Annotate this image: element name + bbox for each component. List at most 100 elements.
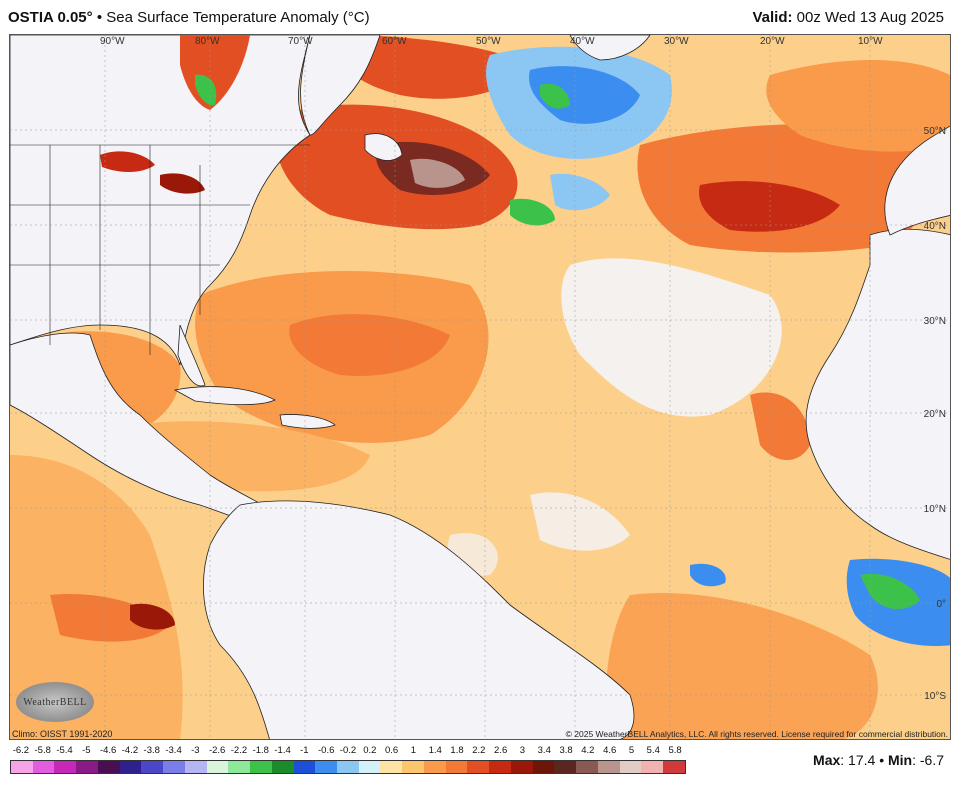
header-bar: OSTIA 0.05° • Sea Surface Temperature An… — [0, 0, 960, 34]
legend-swatch — [554, 761, 577, 773]
legend-swatch — [76, 761, 98, 773]
legend-swatch — [293, 761, 316, 773]
legend-swatch — [489, 761, 511, 773]
lat-label: 20°N — [923, 409, 946, 420]
legend-tick-label: 5.4 — [646, 745, 660, 756]
model-name: OSTIA 0.05° — [8, 8, 93, 26]
lon-label: 40°W — [570, 36, 595, 47]
legend-swatch — [206, 761, 229, 773]
legend-swatch — [250, 761, 272, 773]
legend-swatch — [358, 761, 381, 773]
legend-swatch — [445, 761, 468, 773]
legend-swatch — [380, 761, 403, 773]
color-legend: -6.2 -5.8 -5.4 -5 -4.6 -4.2 -3.8 -3.4 -3 -2.6 -2.2… — [10, 745, 690, 781]
legend-tick-label: -6.2 — [12, 745, 30, 756]
legend-tick-label: 5.8 — [668, 745, 682, 756]
legend-swatch — [184, 761, 207, 773]
lon-label: 70°W — [288, 36, 313, 47]
legend-tick-label: 2.2 — [472, 745, 486, 756]
lon-label: 60°W — [382, 36, 407, 47]
legend-swatch — [54, 761, 77, 773]
legend-swatch — [619, 761, 642, 773]
legend-swatch — [402, 761, 424, 773]
lat-label: 40°N — [923, 221, 946, 232]
legend-colorbar — [10, 760, 686, 774]
lon-label: 20°W — [760, 36, 785, 47]
legend-tick-label: -5.8 — [34, 745, 51, 756]
legend-swatch — [337, 761, 359, 773]
legend-tick-label: 3 — [519, 745, 526, 756]
legend-swatch — [597, 761, 620, 773]
legend-tick-label: 3.4 — [537, 745, 551, 756]
legend-swatch — [532, 761, 555, 773]
lat-label: 0° — [936, 599, 946, 610]
legend-tick-label: -4.6 — [99, 745, 117, 756]
legend-swatch — [163, 761, 185, 773]
legend-swatch — [32, 761, 55, 773]
weatherbell-logo: WeatherBELL — [16, 682, 94, 722]
valid-time: Valid: 00z Wed 13 Aug 2025 — [752, 9, 944, 26]
title-separator: • — [96, 8, 103, 26]
legend-swatch — [576, 761, 598, 773]
lat-label: 10°S — [924, 691, 946, 702]
title-group: OSTIA 0.05° • Sea Surface Temperature An… — [8, 9, 370, 26]
legend-tick-label: -2.2 — [230, 745, 248, 756]
lon-label: 10°W — [858, 36, 883, 47]
legend-tick-label: 2.6 — [494, 745, 508, 756]
legend-tick-label: -0.6 — [318, 745, 335, 756]
lat-label: 50°N — [923, 126, 946, 137]
legend-tick-label: -1.4 — [274, 745, 291, 756]
legend-swatch — [641, 761, 664, 773]
legend-tick-label: -5.4 — [56, 745, 73, 756]
legend-tick-label: -5 — [82, 745, 91, 756]
legend-tick-label: 0.2 — [363, 745, 377, 756]
legend-tick-label: -1.8 — [252, 745, 269, 756]
map-title: Sea Surface Temperature Anomaly (°C) — [106, 8, 370, 26]
legend-swatch — [467, 761, 490, 773]
lat-label: 10°N — [923, 504, 946, 515]
copyright-note: © 2025 WeatherBELL Analytics, LLC. All r… — [565, 729, 948, 739]
climo-note: Climo: OISST 1991-2020 — [12, 729, 113, 739]
max-min-readout: Max: 17.4 • Min: -6.7 — [813, 752, 944, 768]
max-value: : 17.4 — [840, 752, 876, 768]
min-label: Min — [887, 752, 913, 768]
sst-anomaly-map[interactable]: 90°W 80°W 70°W 60°W 50°W 40°W 30°W 20°W … — [9, 34, 951, 740]
legend-tick-label: 3.8 — [559, 745, 573, 756]
lon-label: 30°W — [664, 36, 689, 47]
legend-swatch — [11, 761, 33, 773]
min-value: : -6.7 — [912, 752, 944, 768]
lat-label: 30°N — [923, 316, 946, 327]
legend-tick-label: 0.6 — [385, 745, 399, 756]
legend-tick-label: -3 — [191, 745, 200, 756]
legend-tick-label: 1.4 — [428, 745, 442, 756]
stats-separator: • — [879, 752, 885, 768]
legend-tick-label: -1 — [300, 745, 309, 756]
legend-tick-label: -3.8 — [143, 745, 160, 756]
legend-swatch — [97, 761, 120, 773]
legend-swatch — [228, 761, 251, 773]
legend-swatch — [663, 761, 685, 773]
legend-tick-label: 4.6 — [603, 745, 617, 756]
legend-swatch — [141, 761, 164, 773]
legend-tick-label: -2.6 — [208, 745, 226, 756]
lon-label: 90°W — [100, 36, 125, 47]
valid-value: 00z Wed 13 Aug 2025 — [796, 8, 944, 26]
legend-swatch — [315, 761, 338, 773]
legend-tick-label: -0.2 — [339, 745, 357, 756]
legend-swatch — [119, 761, 142, 773]
legend-tick-label: 1 — [410, 745, 417, 756]
legend-swatch — [271, 761, 294, 773]
legend-tick-label: 4.2 — [581, 745, 595, 756]
legend-tick-label: 1.8 — [450, 745, 464, 756]
map-canvas — [10, 35, 950, 739]
max-label: Max — [813, 752, 841, 768]
legend-tick-label: -3.4 — [165, 745, 182, 756]
legend-swatch — [423, 761, 446, 773]
lon-label: 80°W — [195, 36, 220, 47]
valid-label: Valid: — [752, 8, 793, 26]
legend-labels: -6.2 -5.8 -5.4 -5 -4.6 -4.2 -3.8 -3.4 -3 -2.6 -2.2… — [10, 745, 690, 759]
legend-tick-label: -4.2 — [121, 745, 139, 756]
legend-swatch — [510, 761, 533, 773]
lon-label: 50°W — [476, 36, 501, 47]
legend-tick-label: 5 — [628, 745, 635, 756]
